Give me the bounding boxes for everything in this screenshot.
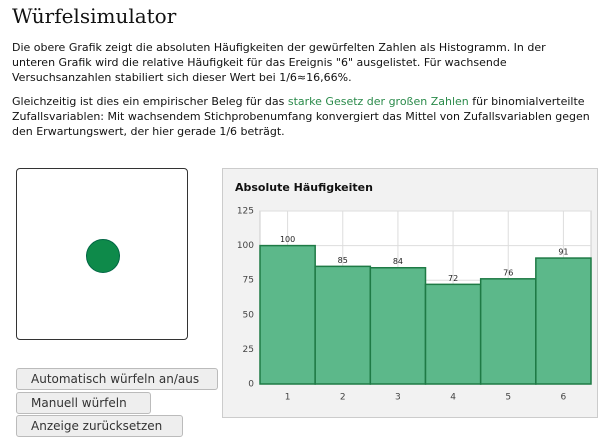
auto-roll-button[interactable]: Automatisch würfeln an/aus: [16, 368, 218, 390]
text-line: Zufallsvariablen: Mit wachsendem Stichpr…: [12, 110, 590, 123]
page-title: Würfelsimulator: [12, 4, 177, 28]
intro-paragraph: Die obere Grafik zeigt die absoluten Häu…: [12, 40, 546, 85]
x-tick-label: 1: [285, 393, 291, 403]
value-label: 72: [448, 274, 458, 283]
chart-title: Absolute Häufigkeiten: [235, 181, 373, 194]
x-tick-label: 6: [561, 393, 567, 403]
value-label: 91: [558, 248, 568, 257]
y-tick-label: 25: [243, 345, 254, 355]
chart: Absolute Häufigkeiten 025507510012511002…: [235, 181, 592, 403]
y-tick-label: 75: [243, 276, 254, 286]
bar: [479, 278, 537, 385]
value-label: 85: [338, 256, 348, 265]
y-tick-label: 50: [243, 310, 255, 320]
text-line: Die obere Grafik zeigt die absoluten Häu…: [12, 41, 546, 54]
value-label: 100: [280, 235, 295, 244]
y-tick-label: 0: [248, 380, 254, 390]
text-line: unteren Grafik wird die relative Häufigk…: [12, 56, 507, 69]
text: für binomialverteilte: [472, 95, 585, 108]
bar: [314, 265, 372, 385]
bar: [259, 244, 316, 385]
value-label: 84: [393, 257, 403, 266]
text-line: Gleichzeitig ist dies ein empirischer Be…: [12, 94, 590, 109]
manual-roll-button[interactable]: Manuell würfeln: [16, 392, 151, 414]
evidence-paragraph: Gleichzeitig ist dies ein empirischer Be…: [12, 94, 590, 139]
bar: [369, 266, 427, 385]
die-face: [16, 168, 188, 340]
x-tick-label: 3: [395, 393, 401, 403]
bar: [424, 283, 482, 385]
y-tick-label: 100: [237, 241, 254, 251]
text: Gleichzeitig ist dies ein empirischer Be…: [12, 95, 285, 108]
value-label: 76: [503, 268, 513, 277]
link[interactable]: starke Gesetz der großen Zahlen: [287, 95, 469, 108]
x-tick-label: 2: [340, 393, 346, 403]
text-line: den Erwartungswert, der hier gerade 1/6 …: [12, 125, 285, 138]
x-tick-label: 5: [505, 393, 511, 403]
x-tick-label: 4: [450, 393, 456, 403]
die-pip: [86, 239, 120, 273]
reset-button[interactable]: Anzeige zurücksetzen: [16, 415, 183, 437]
bar: [535, 257, 592, 385]
y-tick-label: 125: [237, 207, 254, 217]
chart-panel: Absolute Häufigkeiten 0 25 50 75 100 125 1 100 2…: [222, 168, 598, 418]
text-line: Versuchsanzahlen stabiliert sich dieser …: [12, 71, 352, 84]
